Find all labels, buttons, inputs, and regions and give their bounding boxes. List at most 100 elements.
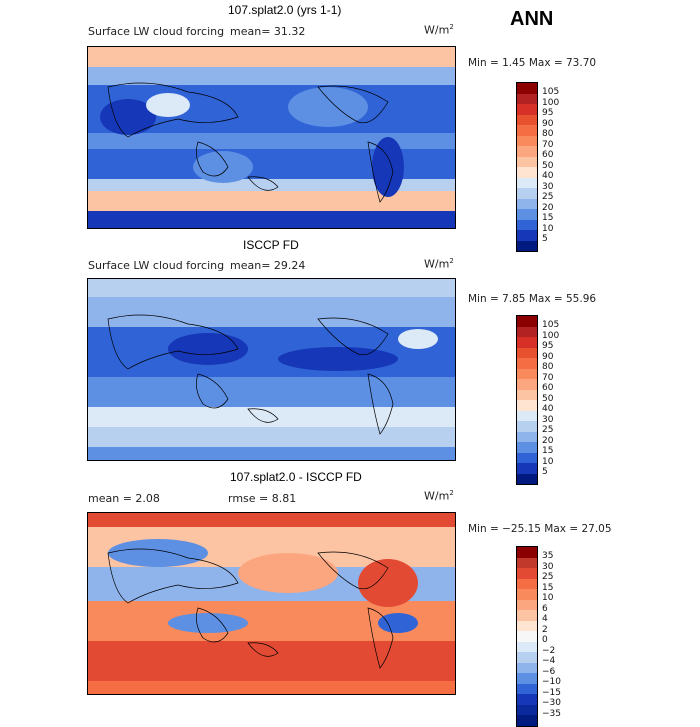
colorbar-swatches — [516, 546, 538, 727]
colorbar-tick-label: 70 — [542, 372, 554, 383]
colorbar-swatch — [517, 662, 537, 673]
colorbar-swatch — [517, 473, 537, 484]
colorbar-tick-label: 100 — [542, 330, 560, 341]
colorbar-swatch — [517, 578, 537, 589]
colorbar-tick-label: 35 — [542, 551, 554, 561]
colorbar-tick-label: 30 — [542, 181, 554, 192]
colorbar-tick-label: 60 — [542, 150, 554, 160]
colorbar-tick-label: 20 — [542, 435, 554, 446]
panel1-title: 107.splat2.0 (yrs 1-1) — [228, 3, 342, 17]
colorbar-swatch — [517, 104, 537, 115]
panel2-field-label: Surface LW cloud forcing — [88, 259, 225, 272]
colorbar-tick-label: −30 — [542, 698, 561, 708]
colorbar-swatch — [517, 188, 537, 199]
panel3-map — [87, 512, 456, 695]
colorbar-swatch — [517, 641, 537, 652]
colorbar-swatch — [517, 442, 537, 453]
panel1-minmax: Min = 1.45 Max = 73.70 — [468, 57, 597, 69]
colorbar-swatch — [517, 421, 537, 432]
colorbar-swatch — [517, 704, 537, 715]
colorbar-swatch — [517, 379, 537, 390]
panel1-colorbar: 105 100 95 90 80 70 60 50 40 30 25 20 15 10 5 — [516, 82, 559, 252]
panel1-units: W/m2 — [424, 23, 454, 37]
colorbar-tick-label: 60 — [542, 383, 554, 393]
colorbar-swatch — [517, 347, 537, 358]
colorbar-tick-label: 5 — [542, 234, 548, 244]
colorbar-tick-label: 25 — [542, 572, 554, 582]
season-label: ANN — [510, 8, 554, 30]
colorbar-tick-label: 40 — [542, 404, 554, 414]
colorbar-tick-label: −35 — [542, 708, 561, 719]
colorbar-swatch — [517, 240, 537, 251]
colorbar-swatch — [517, 337, 537, 348]
colorbar-tick-label: 95 — [542, 341, 554, 351]
panel1-mean: mean= 31.32 — [230, 25, 306, 38]
colorbar-swatch — [517, 683, 537, 694]
panel1-map-field — [88, 47, 455, 228]
panel3-minmax: Min = −25.15 Max = 27.05 — [468, 523, 612, 535]
colorbar-swatch — [517, 368, 537, 379]
panel1-map — [87, 46, 456, 229]
colorbar-swatch — [517, 177, 537, 188]
colorbar-tick-label: 15 — [542, 213, 554, 223]
panel3-mean: mean = 2.08 — [88, 492, 160, 505]
colorbar-tick-label: 50 — [542, 393, 554, 404]
colorbar-swatch — [517, 316, 537, 327]
colorbar-swatch — [517, 93, 537, 104]
colorbar-swatch — [517, 326, 537, 337]
colorbar-swatch — [517, 114, 537, 125]
colorbar-swatch — [517, 557, 537, 568]
colorbar-swatch — [517, 620, 537, 631]
colorbar-swatch — [517, 230, 537, 241]
colorbar-tick-label: 90 — [542, 351, 554, 362]
colorbar-swatches — [516, 315, 538, 485]
colorbar-swatch — [517, 167, 537, 178]
panel3-units: W/m2 — [424, 489, 454, 503]
colorbar-tick-label: 30 — [542, 414, 554, 425]
colorbar-tick-label: 90 — [542, 118, 554, 129]
colorbar-swatch — [517, 610, 537, 621]
panel2-units: W/m2 — [424, 257, 454, 271]
panel3-map-field — [88, 513, 455, 694]
panel2-colorbar: 105 100 95 90 80 70 60 50 40 30 25 20 15 10 5 — [516, 315, 559, 485]
colorbar-tick-label: 105 — [542, 87, 560, 97]
colorbar-swatch — [517, 631, 537, 642]
colorbar-swatch — [517, 198, 537, 209]
colorbar-swatch — [517, 715, 537, 726]
colorbar-swatch — [517, 452, 537, 463]
colorbar-tick-label: 6 — [542, 603, 548, 614]
colorbar-tick-label: −4 — [542, 656, 556, 666]
panel2-map — [87, 278, 456, 461]
colorbar-swatch — [517, 410, 537, 421]
colorbar-swatch — [517, 125, 537, 136]
colorbar-tick-label: 5 — [542, 467, 548, 477]
colorbar-tick-label: 70 — [542, 139, 554, 150]
colorbar-tick-label: 50 — [542, 160, 554, 171]
colorbar-tick-label: 2 — [542, 624, 548, 635]
colorbar-tick-label: 25 — [542, 425, 554, 435]
colorbar-swatch — [517, 156, 537, 167]
colorbar-tick-label: 10 — [542, 593, 554, 603]
panel2-title: ISCCP FD — [243, 238, 299, 252]
colorbar-swatch — [517, 431, 537, 442]
colorbar-tick-label: 0 — [542, 635, 548, 645]
colorbar-swatches — [516, 82, 538, 252]
colorbar-swatch — [517, 599, 537, 610]
colorbar-tick-label: 100 — [542, 97, 560, 108]
colorbar-tick-label: 105 — [542, 320, 560, 330]
colorbar-swatch — [517, 589, 537, 600]
colorbar-tick-label: 10 — [542, 456, 554, 467]
panel2-minmax: Min = 7.85 Max = 55.96 — [468, 293, 597, 305]
colorbar-swatch — [517, 209, 537, 220]
colorbar-tick-label: 25 — [542, 192, 554, 202]
colorbar-swatch — [517, 135, 537, 146]
colorbar-tick-label: 95 — [542, 108, 554, 118]
colorbar-swatch — [517, 652, 537, 663]
colorbar-swatch — [517, 358, 537, 369]
colorbar-tick-label: 80 — [542, 362, 554, 372]
colorbar-tick-label: 20 — [542, 202, 554, 213]
colorbar-tick-label: 15 — [542, 446, 554, 456]
panel1-field-label: Surface LW cloud forcing — [88, 25, 225, 38]
colorbar-swatch — [517, 463, 537, 474]
colorbar-swatch — [517, 400, 537, 411]
